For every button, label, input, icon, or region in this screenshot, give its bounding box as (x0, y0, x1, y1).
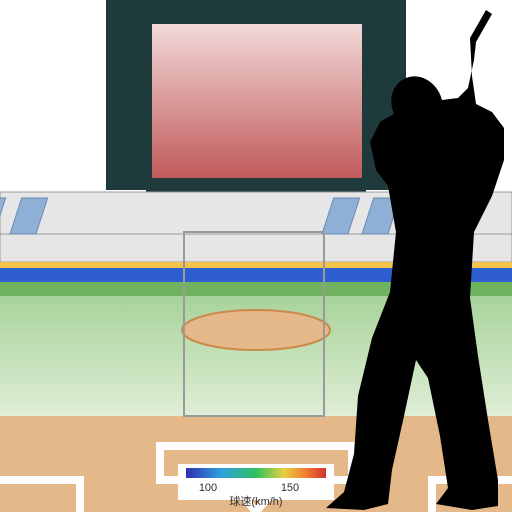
legend-tick-100: 100 (199, 482, 217, 494)
stage-svg: 100 150 球速(km/h) (0, 0, 512, 512)
legend-tick-150: 150 (281, 482, 299, 494)
legend-colorbar (186, 468, 326, 478)
pitchers-mound (182, 310, 330, 350)
scoreboard-screen (152, 24, 362, 178)
pitch-chart: 100 150 球速(km/h) (0, 0, 512, 512)
legend-label: 球速(km/h) (229, 494, 282, 508)
